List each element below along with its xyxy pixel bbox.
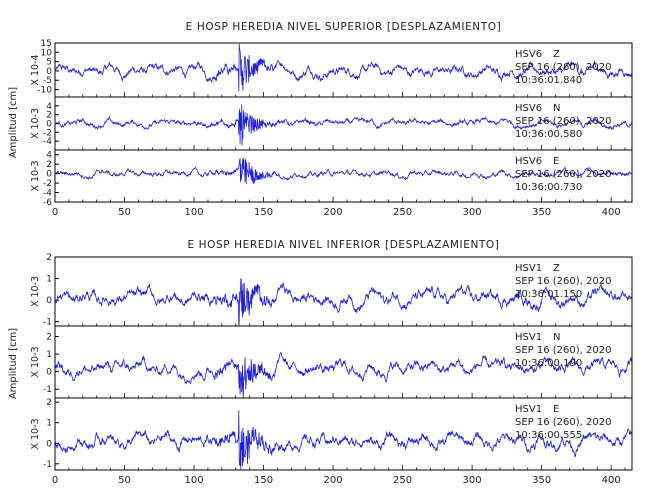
date-label: SEP 16 (260), 2020 — [515, 169, 611, 180]
component-label: E — [553, 404, 559, 415]
x-tick-label: 350 — [532, 475, 551, 486]
y-tick-label: 0 — [46, 170, 52, 180]
channel-scale-label: X 10-3 — [30, 160, 41, 191]
y-tick-label: 0 — [46, 368, 52, 378]
component-label: N — [553, 103, 560, 114]
station-label: HSV6 — [515, 49, 542, 60]
station-label: HSV1 — [515, 263, 542, 274]
y-tick-label: -4 — [43, 189, 52, 199]
x-tick-label: 300 — [463, 475, 482, 486]
y-tick-label: -4 — [43, 137, 52, 147]
waveform-trace — [54, 157, 633, 185]
channel-scale-label: X 10-4 — [30, 54, 41, 85]
station-label: HSV6 — [515, 103, 542, 114]
y-tick-label: 4 — [46, 151, 52, 161]
component-label: Z — [553, 49, 560, 60]
x-tick-label: 200 — [324, 207, 343, 218]
y-tick-label: 4 — [46, 102, 52, 112]
x-tick-label: 400 — [602, 475, 621, 486]
x-tick-label: 400 — [602, 207, 621, 218]
channel-frame — [54, 149, 633, 203]
y-tick-label: 2 — [46, 398, 52, 408]
y-axis-label: Amplitud [cm] — [8, 328, 19, 399]
x-tick-label: 100 — [184, 475, 203, 486]
plot-root: E HOSP HEREDIA NIVEL SUPERIOR [DESPLAZAM… — [8, 21, 633, 486]
y-tick-label: 2 — [46, 160, 52, 170]
x-tick-label: 200 — [324, 475, 343, 486]
x-tick-label: 0 — [52, 475, 58, 486]
y-tick-label: -6 — [43, 198, 52, 208]
y-tick-label: 0 — [46, 439, 52, 449]
waveform-trace — [54, 410, 633, 471]
channel-scale-label: X 10-3 — [30, 346, 41, 377]
x-tick-label: 250 — [393, 207, 412, 218]
y-tick-label: 0 — [46, 120, 52, 130]
component-label: Z — [553, 263, 560, 274]
date-label: SEP 16 (260), 2020 — [515, 417, 611, 428]
y-tick-label: 2 — [46, 111, 52, 121]
x-tick-label: 300 — [463, 207, 482, 218]
date-label: SEP 16 (260), 2020 — [515, 116, 611, 127]
y-tick-label: 1 — [46, 350, 52, 360]
y-tick-label: 0 — [46, 296, 52, 306]
y-axis-label: Amplitud [cm] — [8, 87, 19, 158]
x-tick-label: 350 — [532, 207, 551, 218]
channel-frame — [54, 397, 633, 471]
y-tick-label: 1 — [46, 419, 52, 429]
y-tick-label: -1 — [43, 318, 52, 328]
x-tick-label: 100 — [184, 207, 203, 218]
station-label: HSV6 — [515, 156, 542, 167]
y-tick-label: -1 — [43, 460, 52, 470]
date-label: SEP 16 (260), 2020 — [515, 62, 611, 73]
waveform-trace — [54, 104, 633, 146]
y-tick-label: 2 — [46, 253, 52, 263]
x-tick-label: 150 — [254, 207, 273, 218]
y-tick-label: 15 — [41, 39, 52, 49]
time-label: 10:36:01.150 — [515, 289, 582, 300]
component-label: E — [553, 156, 559, 167]
y-tick-label: -5 — [43, 76, 52, 86]
panel-title: E HOSP HEREDIA NIVEL SUPERIOR [DESPLAZAM… — [186, 21, 502, 33]
x-tick-label: 0 — [52, 207, 58, 218]
panel-title: E HOSP HEREDIA NIVEL INFERIOR [DESPLAZAM… — [188, 239, 500, 251]
x-tick-label: 150 — [254, 475, 273, 486]
channel-scale-label: X 10-3 — [30, 418, 41, 449]
date-label: SEP 16 (260), 2020 — [515, 345, 611, 356]
channel-scale-label: X 10-3 — [30, 276, 41, 307]
waveform-trace — [54, 351, 633, 399]
y-tick-label: -1 — [43, 385, 52, 395]
station-label: HSV1 — [515, 332, 542, 343]
y-tick-label: 0 — [46, 67, 52, 77]
station-label: HSV1 — [515, 404, 542, 415]
date-label: SEP 16 (260), 2020 — [515, 276, 611, 287]
y-tick-label: 2 — [46, 333, 52, 343]
component-label: N — [553, 332, 560, 343]
y-tick-label: -2 — [43, 179, 52, 189]
time-label: 10:36:00.730 — [515, 182, 582, 193]
y-tick-label: -2 — [43, 128, 52, 138]
time-label: 10:36:00.555 — [515, 430, 582, 441]
time-label: 10:36:01.840 — [515, 75, 582, 86]
waveform-trace — [54, 278, 633, 327]
y-tick-label: 5 — [46, 58, 52, 68]
time-label: 10:36:00.190 — [515, 358, 582, 369]
time-label: 10:36:00.580 — [515, 129, 582, 140]
waveform-trace — [54, 43, 633, 92]
y-tick-label: 1 — [46, 275, 52, 285]
x-tick-label: 50 — [118, 475, 131, 486]
x-tick-label: 50 — [118, 207, 131, 218]
y-tick-label: -10 — [37, 86, 52, 96]
channel-scale-label: X 10-3 — [30, 108, 41, 139]
y-tick-label: 10 — [41, 48, 53, 58]
x-tick-label: 250 — [393, 475, 412, 486]
